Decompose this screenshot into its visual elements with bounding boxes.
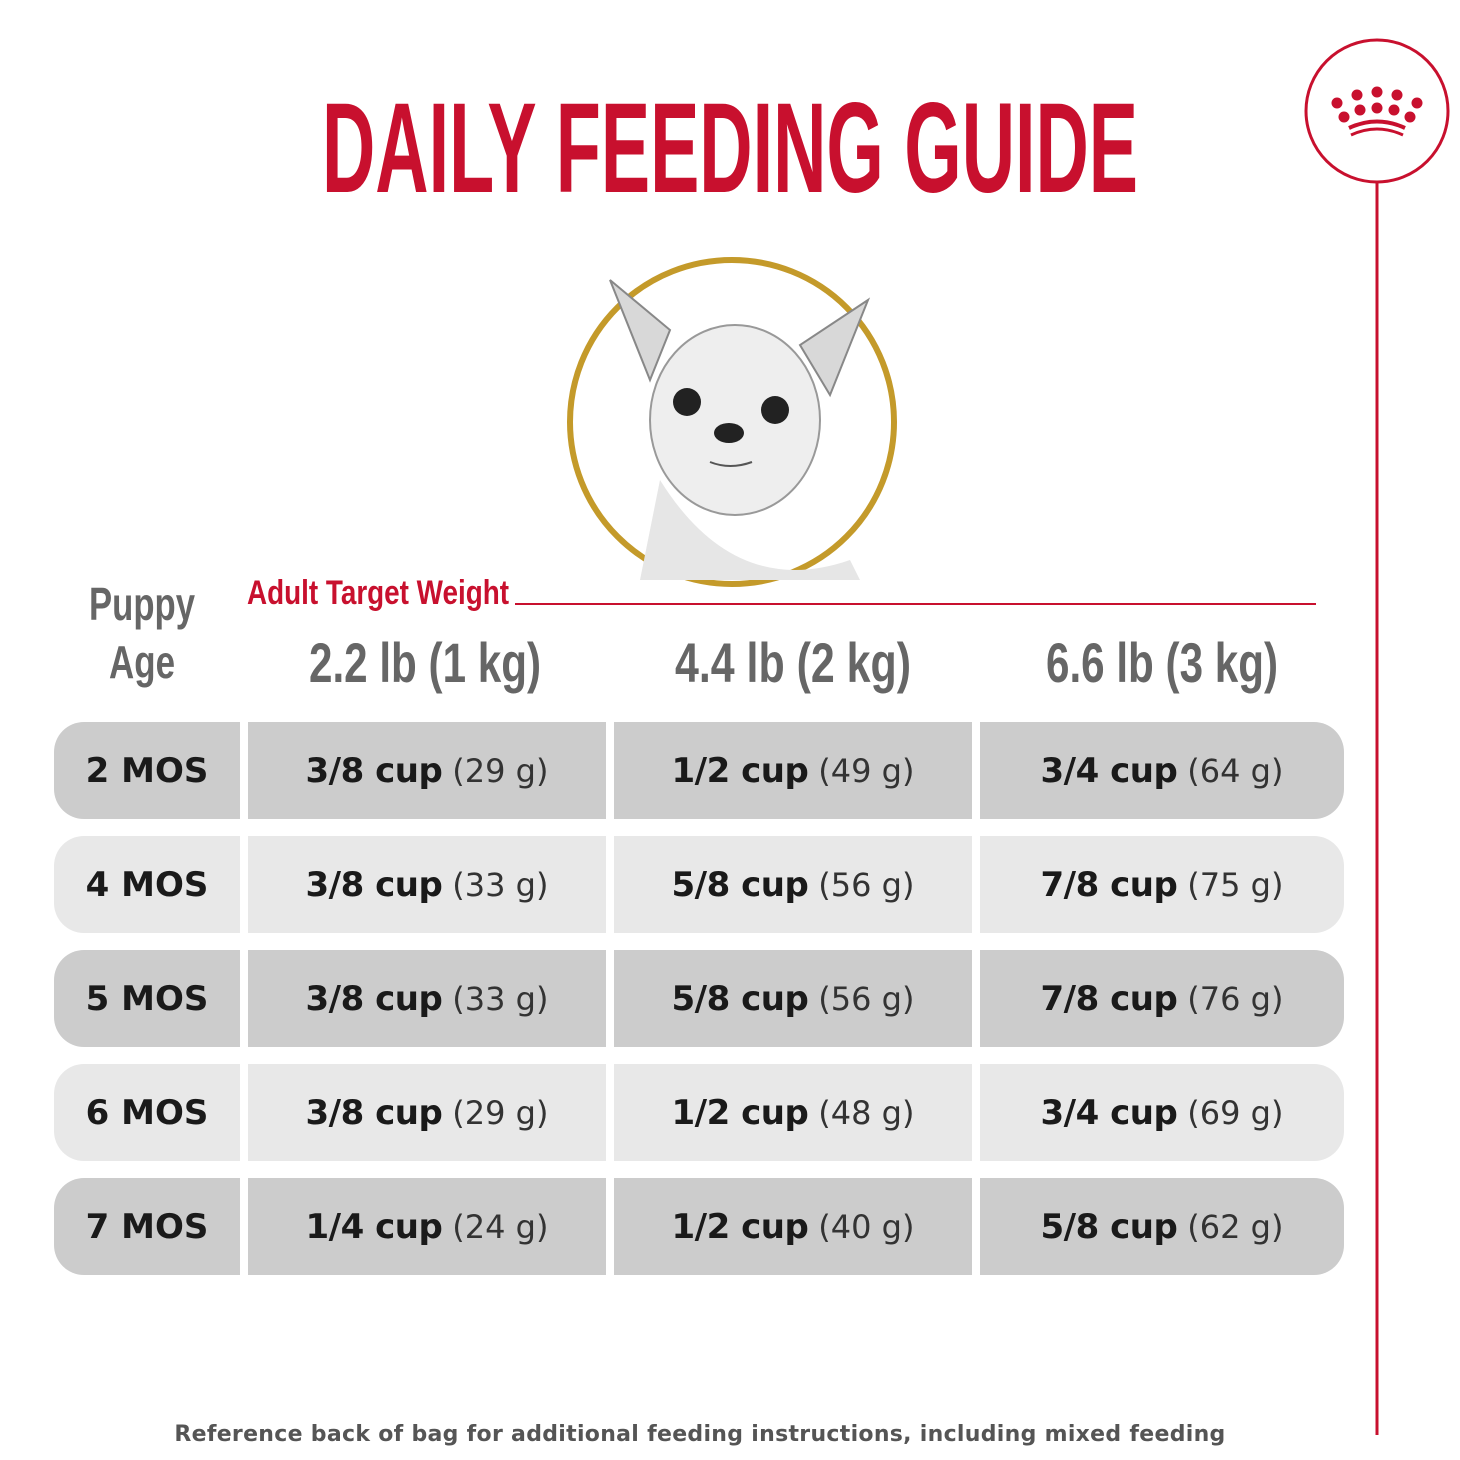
table-row: 5 MOS 3/8 cup (33 g) 5/8 cup (56 g) 7/8 cu… [54, 950, 1344, 1047]
amount-cell: 5/8 cup (62 g) [980, 1178, 1344, 1275]
gram-amount: (56 g) [818, 979, 915, 1018]
footer-note: Reference back of bag for additional fee… [174, 1422, 1226, 1447]
amount-cell: 7/8 cup (76 g) [980, 950, 1344, 1047]
cup-amount: 1/4 cup [305, 1206, 443, 1247]
page-title: DAILY FEEDING GUIDE [322, 77, 1138, 220]
table-row: 6 MOS 3/8 cup (29 g) 1/2 cup (48 g) 3/4 cu… [54, 1064, 1344, 1161]
amount-cell: 1/2 cup (49 g) [614, 722, 972, 819]
weight-header-1: 2.2 lb (1 kg) [309, 631, 541, 694]
cup-amount: 3/8 cup [305, 864, 443, 905]
gram-amount: (56 g) [818, 865, 915, 904]
crown-icon [1304, 38, 1450, 184]
gram-amount: (75 g) [1187, 865, 1284, 904]
gram-amount: (49 g) [818, 751, 915, 790]
cup-amount: 3/4 cup [1040, 1092, 1178, 1133]
cup-amount: 5/8 cup [1040, 1206, 1178, 1247]
cup-amount: 5/8 cup [671, 978, 809, 1019]
age-cell: 7 MOS [54, 1178, 240, 1275]
gram-amount: (48 g) [818, 1093, 915, 1132]
puppy-photo [567, 257, 897, 587]
amount-cell: 7/8 cup (75 g) [980, 836, 1344, 933]
amount-cell: 3/8 cup (33 g) [248, 950, 606, 1047]
gram-amount: (40 g) [818, 1207, 915, 1246]
amount-cell: 3/8 cup (29 g) [248, 722, 606, 819]
cup-amount: 1/2 cup [671, 1092, 809, 1133]
gram-amount: (64 g) [1187, 751, 1284, 790]
gram-amount: (76 g) [1187, 979, 1284, 1018]
weight-header-2: 4.4 lb (2 kg) [675, 631, 911, 694]
gram-amount: (29 g) [452, 751, 549, 790]
weight-header-3: 6.6 lb (3 kg) [1046, 631, 1278, 694]
amount-cell: 5/8 cup (56 g) [614, 950, 972, 1047]
amount-cell: 3/8 cup (29 g) [248, 1064, 606, 1161]
age-cell: 6 MOS [54, 1064, 240, 1161]
gram-amount: (29 g) [452, 1093, 549, 1132]
puppy-age-label-line2: Age [109, 636, 175, 688]
adult-target-weight-label: Adult Target Weight [247, 574, 509, 612]
age-cell: 4 MOS [54, 836, 240, 933]
cup-amount: 1/2 cup [671, 750, 809, 791]
cup-amount: 1/2 cup [671, 1206, 809, 1247]
gram-amount: (24 g) [452, 1207, 549, 1246]
amount-cell: 1/2 cup (40 g) [614, 1178, 972, 1275]
cup-amount: 3/8 cup [305, 750, 443, 791]
table-row: 7 MOS 1/4 cup (24 g) 1/2 cup (40 g) 5/8 cu… [54, 1178, 1344, 1275]
amount-cell: 3/4 cup (64 g) [980, 722, 1344, 819]
puppy-age-label-line1: Puppy [89, 578, 195, 630]
amount-cell: 3/4 cup (69 g) [980, 1064, 1344, 1161]
cup-amount: 5/8 cup [671, 864, 809, 905]
table-row: 4 MOS 3/8 cup (33 g) 5/8 cup (56 g) 7/8 cu… [54, 836, 1344, 933]
cup-amount: 3/8 cup [305, 1092, 443, 1133]
amount-cell: 1/2 cup (48 g) [614, 1064, 972, 1161]
age-cell: 2 MOS [54, 722, 240, 819]
age-cell: 5 MOS [54, 950, 240, 1047]
table-row: 2 MOS 3/8 cup (29 g) 1/2 cup (49 g) 3/4 cu… [54, 722, 1344, 819]
amount-cell: 3/8 cup (33 g) [248, 836, 606, 933]
gram-amount: (62 g) [1187, 1207, 1284, 1246]
gram-amount: (33 g) [452, 865, 549, 904]
cup-amount: 7/8 cup [1040, 864, 1178, 905]
cup-amount: 3/4 cup [1040, 750, 1178, 791]
amount-cell: 1/4 cup (24 g) [248, 1178, 606, 1275]
amount-cell: 5/8 cup (56 g) [614, 836, 972, 933]
gram-amount: (33 g) [452, 979, 549, 1018]
cup-amount: 3/8 cup [305, 978, 443, 1019]
cup-amount: 7/8 cup [1040, 978, 1178, 1019]
gram-amount: (69 g) [1187, 1093, 1284, 1132]
